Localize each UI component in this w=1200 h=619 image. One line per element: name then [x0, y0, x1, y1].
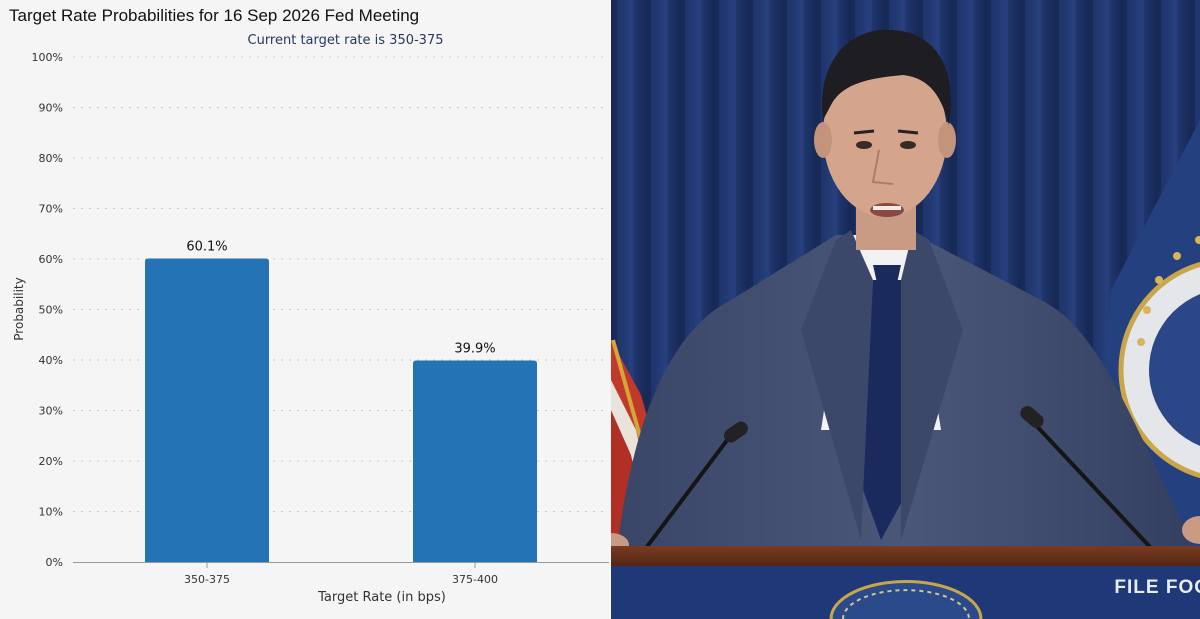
y-tick-label: 50% — [39, 304, 63, 317]
y-tick-label: 0% — [46, 556, 63, 569]
file-footage-caption: FILE FOO — [1114, 577, 1200, 598]
y-tick-label: 70% — [39, 203, 63, 216]
bar-chart: 0% 10% 20% 30% 40% 50% 60% 70% 80% 90% 100% 60.1% 35… — [12, 51, 609, 605]
data-label: 60.1% — [186, 239, 227, 254]
y-tick-label: 100% — [32, 51, 63, 64]
microphones — [644, 406, 1153, 550]
podium — [611, 546, 1200, 619]
y-tick-label: 20% — [39, 455, 63, 468]
bar — [413, 360, 537, 562]
chart-subtitle: Current target rate is 350-375 — [247, 33, 444, 48]
y-tick-label: 30% — [39, 405, 63, 418]
x-tick-label: 350-375 — [184, 573, 230, 586]
x-tick-label: 375-400 — [452, 573, 498, 586]
speaker — [611, 29, 1200, 560]
y-tick-label: 10% — [39, 506, 63, 519]
speaker-photo — [611, 0, 1200, 619]
press-conference-photo: FILE FOO — [611, 0, 1200, 619]
data-label: 39.9% — [454, 342, 495, 357]
y-axis-title: Probability — [12, 277, 26, 340]
y-tick-label: 90% — [39, 102, 63, 115]
x-axis-title: Target Rate (in bps) — [317, 590, 446, 605]
y-tick-label: 60% — [39, 253, 63, 266]
chart-title: Target Rate Probabilities for 16 Sep 202… — [9, 6, 420, 25]
y-tick-label: 40% — [39, 354, 63, 367]
chart-panel: 0% 10% 20% 30% 40% 50% 60% 70% 80% 90% 100% 60.1% 35… — [9, 6, 609, 605]
bar — [145, 258, 269, 562]
y-tick-label: 80% — [39, 152, 63, 165]
